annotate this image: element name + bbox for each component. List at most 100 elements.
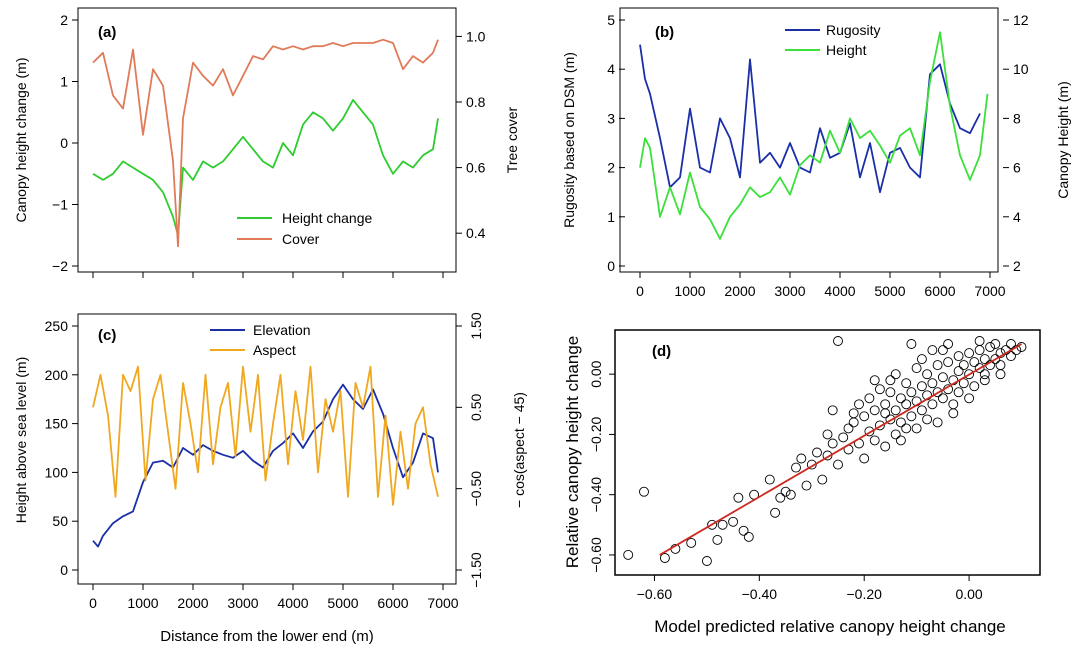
scatter-point: [712, 534, 723, 545]
scatter-point: [906, 339, 917, 349]
scatter-point: [874, 384, 885, 395]
scatter-point: [937, 372, 948, 383]
xtick-label: 5000: [874, 283, 905, 299]
legend-label-height-change: Height change: [282, 210, 373, 226]
scatter-point: [796, 453, 807, 464]
scatter-point: [869, 375, 880, 386]
ytick-right-label: −1.50: [468, 552, 484, 588]
panel-d: (d) Relative canopy height change Model …: [563, 329, 1041, 636]
panel-a-legend: Height change Cover: [237, 210, 373, 247]
xtick-label: 0: [636, 283, 644, 299]
scatter-point: [738, 525, 749, 536]
legend-label-height: Height: [826, 42, 867, 58]
scatter-point: [895, 417, 906, 428]
fit-line: [659, 343, 1022, 556]
scatter-point: [916, 354, 927, 365]
xtick-label: 7000: [974, 283, 1005, 299]
scatter-point: [979, 369, 990, 380]
scatter-point: [995, 360, 1006, 371]
scatter-point: [948, 408, 959, 419]
xtick-label: 4000: [824, 283, 855, 299]
xtick-label: 6000: [377, 595, 408, 611]
scatter-point: [922, 369, 933, 380]
ytick-label: −0.40: [588, 477, 604, 513]
scatter-point: [764, 474, 775, 485]
scatter-point: [901, 378, 912, 389]
panel-c: (c) Height above sea level (m) − cos(asp…: [13, 312, 527, 645]
scatter-point: [812, 447, 822, 458]
scatter-point: [969, 357, 980, 368]
scatter-point: [833, 459, 843, 470]
scatter-point: [801, 480, 812, 491]
scatter-point: [1016, 342, 1027, 352]
scatter-point: [927, 378, 938, 389]
ytick-right-label: 0.50: [468, 393, 484, 420]
scatter-point: [906, 411, 917, 422]
series-line-height: [639, 31, 989, 240]
ytick-label: 3: [607, 110, 615, 126]
ytick-right-label: −0.50: [468, 471, 484, 507]
ytick-right-label: 1.50: [468, 312, 484, 339]
panel-d-xlabel: Model predicted relative canopy height c…: [654, 617, 1006, 636]
ytick-right-label: 1.0: [466, 28, 486, 44]
scatter-point: [1006, 351, 1016, 362]
scatter-point: [885, 387, 896, 398]
scatter-point: [701, 556, 712, 566]
panel-a-frame: [77, 7, 457, 273]
ytick-right-label: 6: [1013, 160, 1021, 176]
series-line-elevation: [92, 383, 439, 548]
scatter-point: [733, 492, 744, 503]
xtick-label: 1000: [127, 595, 158, 611]
scatter-point: [964, 348, 975, 359]
scatter-point: [838, 432, 849, 443]
xtick-label: 0.00: [955, 586, 982, 602]
xtick-label: 3000: [227, 595, 258, 611]
xtick-label: 7000: [427, 595, 458, 611]
scatter-point: [932, 417, 943, 428]
panel-b-frame: [619, 7, 999, 273]
ytick-label: −2: [52, 258, 68, 274]
panel-b: (b) Rugosity based on DSM (m) Canopy Hei…: [561, 7, 1071, 299]
scatter-point: [927, 345, 938, 356]
legend-label-aspect: Aspect: [253, 342, 296, 358]
ytick-label: 150: [45, 416, 69, 432]
ytick-label: 1: [607, 209, 615, 225]
ytick-right-label: 0.4: [466, 225, 486, 241]
panel-c-label: (c): [98, 327, 116, 344]
legend-label-cover: Cover: [282, 231, 320, 247]
scatter-point: [639, 486, 649, 497]
ytick-label: 200: [45, 367, 69, 383]
scatter-point: [927, 399, 938, 410]
scatter-point: [827, 405, 838, 416]
scatter-point: [943, 357, 954, 368]
scatter-point: [895, 393, 906, 404]
scatter-point: [880, 408, 891, 419]
scatter-point: [895, 435, 906, 446]
scatter-point: [964, 393, 975, 404]
scatter-point: [885, 414, 896, 425]
panel-b-ylabel-right: Canopy Height (m): [1055, 81, 1071, 199]
xtick-label: −0.60: [637, 586, 673, 602]
scatter-point: [974, 336, 985, 346]
scatter-point: [990, 339, 1001, 349]
scatter-point: [869, 405, 880, 416]
scatter-point: [623, 549, 634, 560]
panel-b-ylabel: Rugosity based on DSM (m): [561, 52, 577, 228]
scatter-point: [974, 363, 985, 374]
scatter-point: [859, 453, 870, 464]
scatter-point: [869, 435, 880, 446]
scatter-point: [911, 363, 922, 374]
panel-c-frame: [77, 313, 457, 585]
scatter-point: [659, 553, 670, 563]
xtick-label: 2000: [177, 595, 208, 611]
scatter-point: [686, 537, 697, 548]
ytick-label: 1: [60, 74, 68, 90]
xtick-label: −0.20: [846, 586, 882, 602]
xtick-label: 2000: [724, 283, 755, 299]
scatter-point: [916, 381, 927, 392]
scatter-point: [943, 339, 954, 349]
xtick-label: 3000: [774, 283, 805, 299]
ytick-label: −0.20: [588, 417, 604, 453]
ytick-label: 100: [45, 464, 69, 480]
